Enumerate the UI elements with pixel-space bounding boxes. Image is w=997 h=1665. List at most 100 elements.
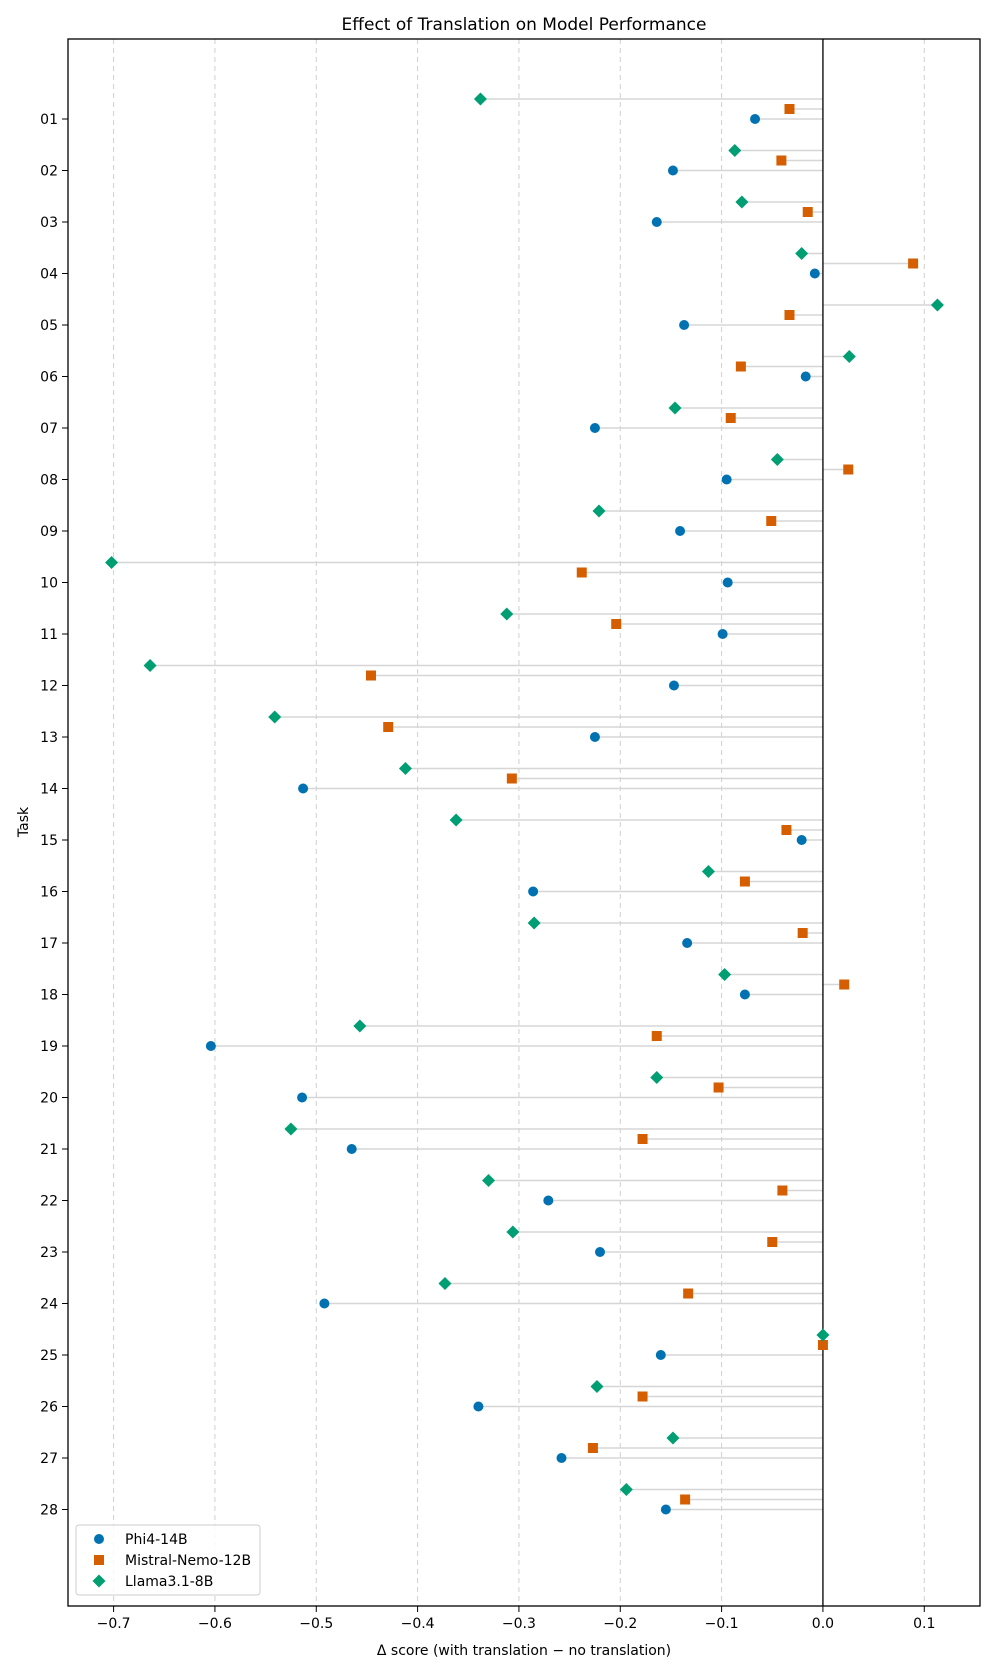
marker-circle [543, 1195, 554, 1206]
marker-circle [667, 165, 678, 176]
marker-circle [297, 1092, 308, 1103]
marker-square [365, 670, 376, 681]
x-tick-label: 0.1 [913, 1616, 935, 1632]
marker-diamond [728, 144, 742, 157]
marker-circle [589, 423, 600, 433]
marker-diamond [701, 865, 715, 878]
marker-square [766, 516, 777, 526]
marker-diamond [527, 916, 541, 930]
x-tick-label: −0.1 [705, 1616, 739, 1632]
marker-circle [722, 577, 733, 588]
x-tick-label: −0.6 [198, 1616, 232, 1632]
y-tick-label: 09 [40, 524, 58, 540]
marker-square [713, 1082, 724, 1093]
legend-label: Llama3.1-8B [125, 1574, 213, 1590]
marker-diamond [735, 195, 749, 209]
y-tick-label: 26 [40, 1400, 58, 1416]
marker-square [680, 1494, 691, 1505]
marker-square [908, 258, 919, 269]
grid-layer [113, 39, 925, 1606]
y-tick-label: 12 [40, 679, 58, 695]
marker-square [784, 310, 795, 320]
marker-square [784, 104, 795, 114]
marker-diamond [590, 1380, 604, 1393]
y-tick-label: 10 [40, 576, 58, 592]
y-tick-label: 13 [40, 730, 58, 746]
marker-circle [679, 320, 690, 330]
marker-circle [668, 680, 679, 691]
y-tick-label: 20 [40, 1091, 58, 1107]
marker-square [637, 1134, 648, 1144]
marker-circle [739, 989, 750, 1000]
marker-diamond [506, 1225, 520, 1239]
y-tick-label: 01 [40, 112, 58, 128]
marker-circle [473, 1401, 484, 1412]
y-tick-label: 11 [40, 627, 58, 643]
marker-square [637, 1391, 648, 1402]
marker-square [777, 1185, 788, 1196]
marker-circle [809, 268, 820, 279]
y-tick-label: 02 [40, 164, 58, 180]
x-tick-label: −0.2 [603, 1616, 637, 1632]
y-tick-label: 04 [40, 267, 58, 283]
y-tick-label: 07 [40, 421, 58, 437]
x-axis-label: Δ score (with translation − no translati… [377, 1643, 671, 1659]
marker-circle [721, 474, 732, 485]
y-tick-label: 24 [40, 1297, 58, 1313]
chart-title: Effect of Translation on Model Performan… [342, 15, 707, 35]
legend-marker [94, 1555, 104, 1565]
marker-diamond [668, 401, 682, 415]
marker-diamond [398, 762, 412, 775]
marker-layer [105, 92, 944, 1515]
y-tick-label: 19 [40, 1039, 58, 1055]
y-tick-label: 23 [40, 1245, 58, 1261]
marker-square [802, 207, 813, 217]
y-tick-label: 16 [40, 885, 58, 901]
marker-circle [717, 629, 728, 639]
y-tick-label: 18 [40, 988, 58, 1004]
y-tick-label: 05 [40, 318, 58, 334]
plot-frame [67, 38, 981, 1607]
marker-diamond [816, 1328, 830, 1342]
marker-square [735, 361, 746, 372]
marker-diamond [770, 453, 784, 466]
y-tick-label: 17 [40, 936, 58, 952]
marker-circle [556, 1453, 567, 1463]
y-tick-label: 21 [40, 1142, 58, 1158]
marker-circle [796, 835, 807, 845]
marker-square [611, 619, 622, 629]
y-tick-label: 06 [40, 370, 58, 386]
legend: Phi4-14B Mistral-Nemo-12B Llama3.1-8B [75, 1524, 261, 1596]
marker-diamond [619, 1483, 633, 1496]
stem-layer [111, 98, 938, 1511]
legend-label: Phi4-14B [125, 1532, 188, 1548]
marker-circle [800, 371, 811, 382]
legend-marker [92, 1574, 106, 1588]
y-tick-label: 03 [40, 215, 58, 231]
marker-diamond [105, 556, 119, 569]
marker-square [725, 413, 736, 423]
axis-layer: −0.7 −0.6 −0.5 −0.4 −0.3 −0.2 −0.1 0.0 0.1 01 02 03… [40, 112, 935, 1632]
marker-square [576, 567, 587, 578]
y-tick-label: 28 [40, 1503, 58, 1519]
y-tick-label: 22 [40, 1194, 58, 1210]
marker-diamond [718, 968, 732, 981]
marker-square [739, 876, 750, 887]
x-tick-label: 0.0 [812, 1616, 834, 1632]
marker-diamond [666, 1431, 680, 1445]
marker-square [839, 979, 850, 990]
marker-square [817, 1340, 828, 1350]
marker-diamond [473, 92, 487, 106]
y-tick-label: 25 [40, 1348, 58, 1364]
marker-square [797, 928, 808, 938]
marker-diamond [143, 659, 157, 672]
marker-circle [651, 217, 662, 227]
y-tick-label: 15 [40, 833, 58, 849]
y-tick-label: 08 [40, 473, 58, 489]
marker-diamond [353, 1019, 367, 1033]
marker-circle [298, 783, 309, 794]
marker-square [767, 1237, 778, 1247]
